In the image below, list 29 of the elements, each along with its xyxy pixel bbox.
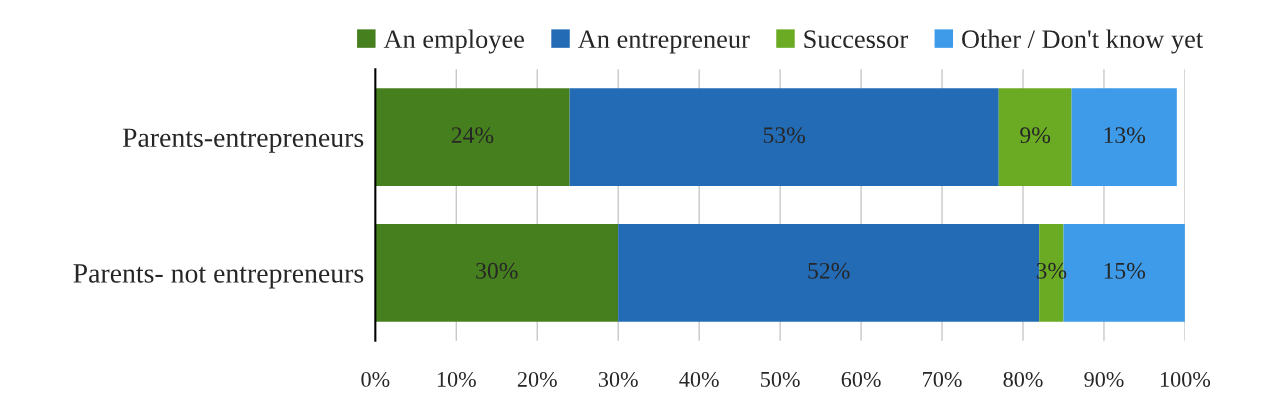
legend-label: An employee [383, 29, 524, 54]
bar [1071, 88, 1177, 187]
x-tick-label: 40% [679, 371, 719, 387]
data-label: 13% [1104, 127, 1146, 144]
x-tick-label: 90% [1084, 371, 1124, 387]
data-label: 9% [1020, 127, 1051, 144]
x-tick-label: 50% [761, 371, 800, 387]
legend-label: An entrepreneur [577, 30, 750, 54]
x-tick-label: 100% [1160, 371, 1211, 387]
y-tick-label: Parents-entrepreneurs [122, 128, 364, 153]
legend-label: Successor [804, 30, 908, 49]
y-tick-label: Parents- not entrepreneurs [73, 264, 364, 289]
bar [375, 88, 570, 187]
legend-label: Other / Don't know yet [962, 29, 1204, 54]
bar [375, 224, 619, 322]
data-label: 52% [808, 262, 850, 279]
x-tick-label: 20% [517, 371, 557, 387]
data-label: 53% [763, 127, 806, 144]
data-label: 24% [451, 127, 494, 144]
x-tick-label: 30% [598, 371, 638, 387]
data-label: 30% [476, 262, 518, 279]
x-tick-label: 80% [1003, 371, 1043, 387]
x-tick-label: 10% [437, 371, 476, 387]
data-label: 15% [1104, 262, 1146, 279]
x-tick-label: 0% [361, 371, 390, 387]
bar [569, 88, 999, 187]
bar [998, 88, 1072, 187]
x-tick-label: 70% [923, 371, 962, 387]
x-tick-label: 60% [841, 371, 881, 387]
